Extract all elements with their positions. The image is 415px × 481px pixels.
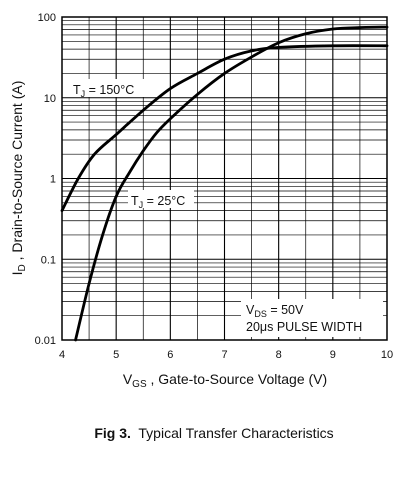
grid: [62, 17, 387, 340]
x-tick-label-8: 8: [276, 349, 282, 361]
y-axis-title-main: I: [9, 271, 25, 275]
series-label-25c: TJ = 25°C: [131, 194, 185, 210]
y-tick-label-10: 10: [44, 93, 56, 105]
vds-annotation-main: V: [246, 303, 255, 317]
x-axis-title-main: V: [123, 371, 133, 387]
x-axis-title: VGS , Gate-to-Source Voltage (V): [123, 371, 327, 390]
x-tick-label-10: 10: [381, 349, 393, 361]
vds-annotation: VDS = 50V: [246, 303, 304, 319]
figure-caption: Fig 3. Typical Transfer Characteristics: [94, 425, 333, 441]
series-layer: [60, 25, 389, 342]
x-tick-label-9: 9: [330, 349, 336, 361]
series-line-tj-150c: [60, 44, 389, 213]
x-tick-label-7: 7: [221, 349, 227, 361]
y-tick-label-1: 1: [50, 174, 56, 186]
series-label-150c-sub: J: [81, 89, 86, 99]
series-line-tj-25c: [74, 25, 389, 342]
x-tick-label-6: 6: [167, 349, 173, 361]
y-tick-label-100: 100: [38, 12, 56, 24]
series-label-25c-bg: [128, 190, 194, 208]
series-label-25c-main: T: [131, 194, 139, 208]
y-axis-title-rest: , Drain-to-Source Current (A): [9, 81, 25, 265]
plot-frame: [61, 16, 388, 341]
figure-caption-title: Typical Transfer Characteristics: [131, 425, 334, 441]
vds-annotation-rest: = 50V: [267, 303, 304, 317]
y-tick-label-0.1: 0.1: [41, 254, 56, 266]
vds-annotation-sub: DS: [254, 309, 267, 319]
y-axis-title: ID , Drain-to-Source Current (A): [9, 81, 28, 276]
y-tick-label-0.01: 0.01: [35, 335, 56, 347]
series-label-25c-sub: J: [139, 200, 144, 210]
conditions-bg: [241, 299, 383, 337]
y-axis-title-sub: D: [17, 264, 28, 271]
series-label-150c-bg: [70, 79, 148, 97]
x-tick-label-4: 4: [59, 349, 65, 361]
series-label-25c-rest: = 25°C: [143, 194, 185, 208]
series-label-150c: TJ = 150°C: [73, 83, 134, 99]
series-label-150c-main: T: [73, 83, 81, 97]
pulse-width-annotation: 20μs PULSE WIDTH: [246, 320, 362, 334]
tick-labels: 4 5 6 7 8 9 10 0.01 0.1 1 10 100: [35, 12, 394, 361]
x-axis-title-rest: , Gate-to-Source Voltage (V): [147, 371, 328, 387]
series-label-150c-rest: = 150°C: [85, 83, 134, 97]
x-axis-title-sub: GS: [132, 379, 147, 390]
figure-caption-number: Fig 3.: [94, 425, 131, 441]
x-tick-label-5: 5: [113, 349, 119, 361]
